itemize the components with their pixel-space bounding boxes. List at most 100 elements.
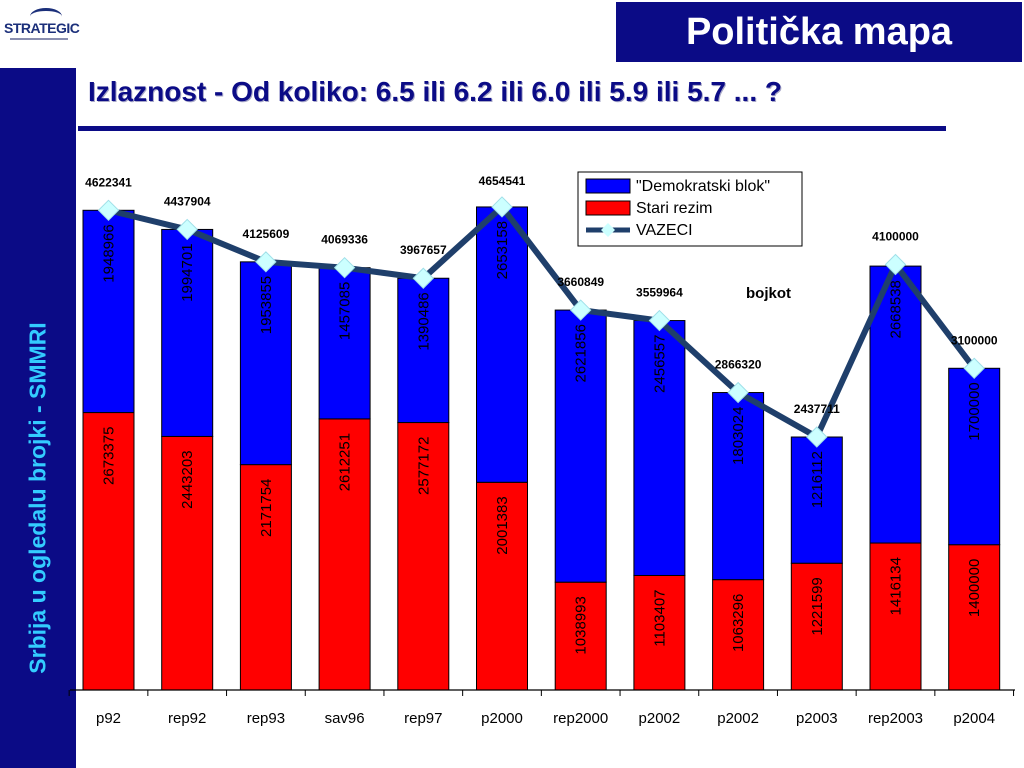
bar-label-demokratski-blok: 2653158 xyxy=(494,221,511,279)
vazeci-point xyxy=(727,381,749,404)
x-tick-label: rep92 xyxy=(168,710,206,727)
bar-label-stari-rezim: 1038993 xyxy=(573,596,590,654)
bar-demokratski-blok xyxy=(161,228,214,437)
bar-stari-rezim xyxy=(82,412,135,691)
bar-label-demokratski-blok: 1994701 xyxy=(179,243,196,301)
bar-label-demokratski-blok: 2668538 xyxy=(888,280,905,338)
vazeci-value-label: 4622341 xyxy=(85,175,132,189)
bars-layer xyxy=(82,206,1001,691)
bar-label-demokratski-blok: 1390486 xyxy=(415,292,432,350)
bar-demokratski-blok xyxy=(869,265,922,544)
bar-stari-rezim xyxy=(239,464,292,691)
bar-label-stari-rezim: 1103407 xyxy=(651,589,668,646)
bar-label-stari-rezim: 2171754 xyxy=(258,479,275,537)
sidebar-band: Srbija u ogledalu brojki - SMMRI xyxy=(0,68,76,768)
vazeci-line-layer xyxy=(97,196,985,448)
legend: "Demokratski blok" Stari rezim VAZECI xyxy=(577,171,803,247)
vazeci-point xyxy=(963,357,985,379)
bar-stari-rezim xyxy=(476,481,528,691)
bar-demokratski-blok xyxy=(790,436,843,564)
annotation-bojkot: bojkot xyxy=(746,285,791,302)
vazeci-point xyxy=(569,299,592,321)
x-tick-label: sav96 xyxy=(325,710,365,727)
chart-subtitle: Izlaznost - Od koliko: 6.5 ili 6.2 ili 6… xyxy=(88,76,782,107)
bar-demokratski-blok xyxy=(633,320,686,576)
legend-swatch xyxy=(585,200,631,216)
vazeci-value-label: 4069336 xyxy=(321,233,368,247)
total-labels-layer: 4622341 4437904 4125609 4069336 3967657 46545… xyxy=(85,174,998,416)
x-axis: p92 rep92 rep93 sav96 rep97 p2000 rep2000 p2002… xyxy=(68,689,1015,727)
bar-label-stari-rezim: 1063296 xyxy=(730,594,747,652)
vazeci-value-label: 2437711 xyxy=(794,402,840,416)
bar-label-stari-rezim: 1416134 xyxy=(888,557,905,615)
bar-stari-rezim xyxy=(318,418,371,691)
bar-label-demokratski-blok: 1953855 xyxy=(258,276,275,334)
vazeci-value-label: 2866320 xyxy=(715,358,762,372)
bar-label-demokratski-blok: 1803024 xyxy=(730,407,747,465)
bar-stari-rezim xyxy=(633,574,686,691)
bar-label-demokratski-blok: 1948966 xyxy=(101,224,118,282)
bar-label-demokratski-blok: 2456557 xyxy=(651,335,668,393)
vazeci-point xyxy=(255,251,277,273)
bar-labels-layer: 2673375 1948966 2443203 1994701 2171754 19538… xyxy=(101,221,984,655)
vazeci-point xyxy=(97,199,120,222)
vazeci-value-label: 3660849 xyxy=(557,275,604,289)
slide-title-box: Politička mapa xyxy=(614,0,1024,64)
bar-stari-rezim xyxy=(397,422,450,691)
x-tick-label: p2000 xyxy=(481,710,523,727)
bar-label-demokratski-blok: 1700000 xyxy=(966,382,983,440)
bar-stari-rezim xyxy=(554,581,607,691)
bar-label-stari-rezim: 2612251 xyxy=(337,433,354,491)
bar-stari-rezim xyxy=(869,542,922,691)
vazeci-point xyxy=(884,253,907,276)
bar-stari-rezim xyxy=(712,579,765,691)
vazeci-value-label: 3967657 xyxy=(400,243,447,257)
vazeci-value-label: 4437904 xyxy=(164,194,211,208)
legend-swatch xyxy=(585,178,631,194)
legend-label: VAZECI xyxy=(636,222,693,239)
bar-label-stari-rezim: 1221599 xyxy=(809,577,826,635)
bar-stari-rezim xyxy=(790,562,843,691)
legend-label: "Demokratski blok" xyxy=(636,178,770,195)
x-tick-label: rep2000 xyxy=(553,710,608,727)
logo-underline xyxy=(10,38,68,40)
vazeci-value-label: 4654541 xyxy=(479,174,526,188)
vazeci-value-label: 4100000 xyxy=(872,230,919,244)
legend-marker-vazeci xyxy=(601,223,615,237)
x-tick-label: rep93 xyxy=(247,710,285,727)
x-tick-label: p2002 xyxy=(717,710,759,727)
bar-label-stari-rezim: 1400000 xyxy=(966,559,983,617)
x-tick-label: rep97 xyxy=(404,710,442,727)
bar-label-stari-rezim: 2673375 xyxy=(101,427,118,485)
vazeci-value-label: 3100000 xyxy=(951,333,998,347)
bar-demokratski-blok xyxy=(554,309,607,583)
bar-demokratski-blok xyxy=(476,206,528,483)
bar-label-demokratski-blok: 2621856 xyxy=(573,324,590,382)
slide-title: Politička mapa xyxy=(685,10,953,53)
x-tick-label: p92 xyxy=(96,710,121,727)
bar-stari-rezim xyxy=(948,544,1001,691)
vazeci-point xyxy=(648,309,671,332)
bar-label-stari-rezim: 2001383 xyxy=(494,496,511,554)
x-tick-label: p2004 xyxy=(953,710,995,727)
bar-label-demokratski-blok: 1216112 xyxy=(809,451,826,508)
bar-demokratski-blok xyxy=(397,277,450,424)
bar-demokratski-blok xyxy=(239,261,292,466)
logo-text: STRATEGIC xyxy=(4,20,80,36)
bar-label-demokratski-blok: 1457085 xyxy=(337,282,354,340)
bar-demokratski-blok xyxy=(82,209,135,414)
vazeci-point xyxy=(806,426,828,448)
strategic-logo: STRATEGIC xyxy=(0,0,80,66)
vazeci-value-label: 4125609 xyxy=(243,227,290,241)
x-tick-label: p2002 xyxy=(639,710,681,727)
subtitle-divider xyxy=(78,126,946,131)
legend-label: Stari rezim xyxy=(636,200,712,217)
x-tick-label: p2003 xyxy=(796,710,838,727)
vazeci-line xyxy=(107,203,977,441)
bar-label-stari-rezim: 2443203 xyxy=(179,450,196,508)
vazeci-point xyxy=(176,218,198,241)
vazeci-value-label: 3559964 xyxy=(636,286,683,300)
vazeci-point xyxy=(491,196,513,218)
logo-arc-icon xyxy=(30,8,62,25)
vazeci-point xyxy=(412,267,435,289)
